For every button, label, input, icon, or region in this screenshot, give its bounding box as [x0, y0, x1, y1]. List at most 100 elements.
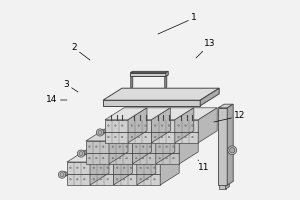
Polygon shape	[226, 175, 230, 189]
Circle shape	[82, 151, 85, 154]
Polygon shape	[86, 129, 128, 141]
Polygon shape	[90, 162, 113, 185]
Circle shape	[119, 157, 121, 159]
Polygon shape	[67, 162, 90, 185]
Circle shape	[159, 146, 160, 147]
Circle shape	[116, 178, 118, 180]
Polygon shape	[218, 104, 233, 108]
Polygon shape	[175, 120, 198, 143]
Circle shape	[100, 129, 105, 134]
Polygon shape	[218, 108, 227, 185]
Circle shape	[122, 125, 123, 126]
Circle shape	[95, 157, 97, 159]
Circle shape	[119, 146, 121, 147]
Polygon shape	[103, 100, 200, 106]
Circle shape	[103, 157, 104, 159]
Circle shape	[62, 171, 67, 177]
Polygon shape	[152, 108, 194, 120]
Circle shape	[138, 125, 140, 126]
Circle shape	[126, 146, 128, 147]
Circle shape	[140, 167, 142, 169]
Circle shape	[103, 146, 104, 147]
Polygon shape	[166, 76, 167, 87]
Polygon shape	[132, 76, 133, 87]
Polygon shape	[137, 162, 160, 185]
Circle shape	[178, 136, 179, 138]
Polygon shape	[227, 104, 233, 185]
Circle shape	[70, 167, 71, 169]
Polygon shape	[137, 150, 179, 162]
Circle shape	[108, 136, 109, 138]
Circle shape	[98, 130, 102, 134]
Circle shape	[140, 178, 142, 180]
Circle shape	[154, 178, 155, 180]
Circle shape	[168, 125, 170, 126]
Circle shape	[77, 150, 85, 157]
Polygon shape	[152, 108, 170, 143]
Polygon shape	[86, 141, 109, 164]
Circle shape	[58, 171, 66, 178]
Text: 1: 1	[158, 14, 197, 34]
Polygon shape	[156, 129, 198, 141]
Circle shape	[130, 178, 132, 180]
Circle shape	[115, 136, 116, 138]
Circle shape	[108, 125, 109, 126]
Polygon shape	[130, 73, 166, 76]
Circle shape	[100, 178, 101, 180]
Polygon shape	[166, 71, 168, 76]
Circle shape	[192, 125, 193, 126]
Circle shape	[76, 178, 78, 180]
Circle shape	[93, 167, 95, 169]
Text: 14: 14	[46, 96, 67, 104]
Polygon shape	[90, 150, 132, 162]
Circle shape	[79, 152, 83, 156]
Polygon shape	[114, 162, 137, 185]
Polygon shape	[113, 150, 132, 185]
Circle shape	[147, 167, 148, 169]
Circle shape	[70, 178, 71, 180]
Circle shape	[136, 146, 137, 147]
Circle shape	[166, 157, 167, 159]
Polygon shape	[152, 120, 175, 143]
Polygon shape	[179, 129, 198, 164]
Text: 3: 3	[63, 80, 78, 92]
Circle shape	[93, 178, 95, 180]
Polygon shape	[219, 177, 226, 189]
Polygon shape	[128, 108, 170, 120]
Polygon shape	[67, 150, 109, 162]
Circle shape	[149, 146, 151, 147]
Circle shape	[230, 148, 235, 153]
Circle shape	[136, 157, 137, 159]
Circle shape	[173, 146, 174, 147]
Circle shape	[131, 136, 133, 138]
Circle shape	[154, 167, 155, 169]
Polygon shape	[156, 129, 175, 164]
Polygon shape	[128, 108, 147, 143]
Polygon shape	[175, 108, 217, 120]
Circle shape	[81, 150, 86, 155]
Circle shape	[178, 125, 179, 126]
Circle shape	[159, 157, 160, 159]
Polygon shape	[90, 150, 109, 185]
Circle shape	[60, 173, 64, 177]
Circle shape	[142, 146, 144, 147]
Circle shape	[83, 167, 85, 169]
Polygon shape	[219, 175, 230, 177]
Circle shape	[168, 136, 170, 138]
Polygon shape	[130, 76, 132, 87]
Circle shape	[100, 167, 101, 169]
Circle shape	[130, 167, 132, 169]
Polygon shape	[130, 71, 168, 73]
Circle shape	[126, 157, 128, 159]
Circle shape	[161, 136, 163, 138]
Circle shape	[123, 167, 125, 169]
Circle shape	[154, 136, 156, 138]
Polygon shape	[137, 150, 156, 185]
Circle shape	[173, 157, 174, 159]
Circle shape	[145, 136, 146, 138]
Polygon shape	[105, 108, 147, 120]
Circle shape	[122, 136, 123, 138]
Circle shape	[115, 125, 116, 126]
Circle shape	[138, 136, 140, 138]
Polygon shape	[164, 76, 166, 87]
